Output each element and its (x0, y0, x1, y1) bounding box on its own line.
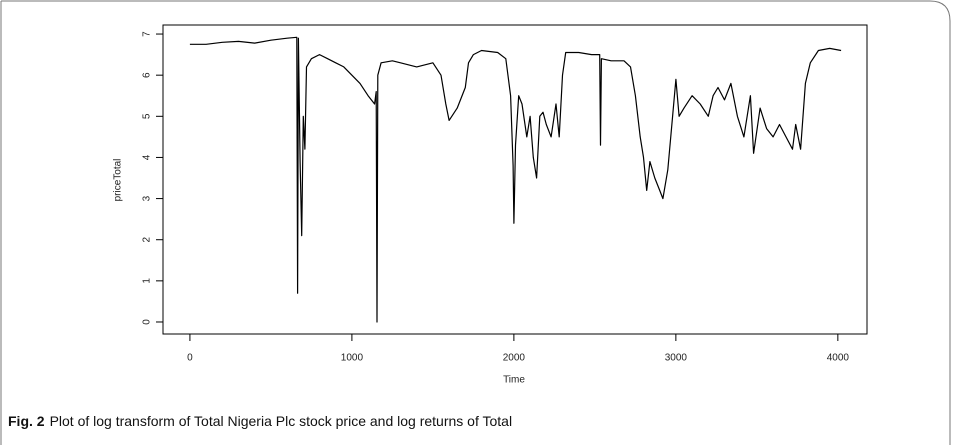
x-tick-label: 3000 (665, 353, 688, 364)
x-tick-label: 4000 (827, 353, 850, 364)
x-tick-label: 1000 (341, 353, 364, 364)
y-tick-label: 4 (142, 154, 153, 160)
plot-frame (162, 24, 868, 335)
y-tick-label: 3 (142, 195, 153, 201)
y-tick-label: 6 (142, 72, 153, 78)
y-tick-label: 0 (142, 319, 153, 325)
y-tick-label: 2 (142, 236, 153, 242)
y-tick-label: 1 (142, 278, 153, 284)
caption-label: Fig. 2 (8, 413, 45, 429)
caption: Fig. 2 Plot of log transform of Total Nig… (8, 413, 512, 429)
x-axis-label: Time (503, 375, 525, 386)
y-axis-label: priceTotal (113, 159, 124, 202)
y-tick-label: 5 (142, 113, 153, 119)
x-tick-label: 2000 (503, 353, 526, 364)
caption-text: Plot of log transform of Total Nigeria P… (50, 413, 513, 429)
x-tick-label: 0 (187, 353, 193, 364)
y-tick-label: 7 (142, 31, 153, 37)
price-line (189, 36, 842, 323)
